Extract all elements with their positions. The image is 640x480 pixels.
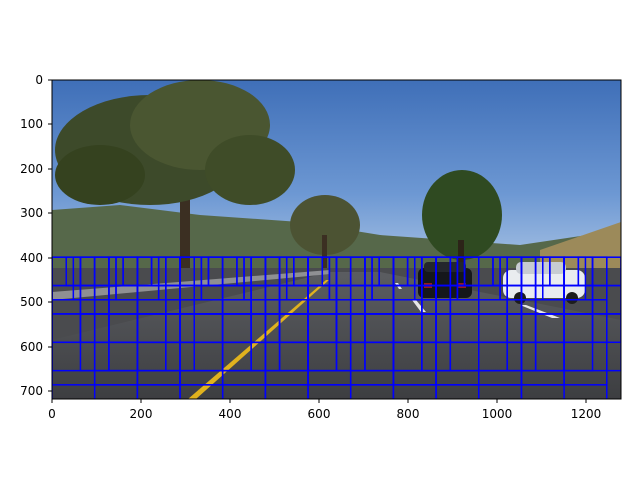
x-tick-label: 1200	[571, 407, 602, 421]
x-tick-label: 400	[219, 407, 242, 421]
x-tick-label: 800	[397, 407, 420, 421]
y-tick-label: 500	[20, 295, 43, 309]
y-tick-label: 100	[20, 117, 43, 131]
y-tick-label: 200	[20, 162, 43, 176]
window-box	[520, 341, 608, 399]
y-tick-label: 400	[20, 251, 43, 265]
sliding-windows	[52, 256, 621, 399]
y-axis: 0 100 200 300 400 500 600 700	[20, 73, 52, 398]
x-tick-label: 1000	[482, 407, 513, 421]
tree-left	[55, 80, 295, 270]
y-tick-label: 600	[20, 340, 43, 354]
x-tick-label: 200	[130, 407, 153, 421]
x-tick-label: 600	[308, 407, 331, 421]
axes-frame	[51, 79, 622, 400]
y-tick-label: 0	[35, 73, 43, 87]
x-axis: 0 200 400 600 800 1000 1200	[48, 399, 601, 421]
y-tick-label: 300	[20, 206, 43, 220]
x-tick-label: 0	[48, 407, 56, 421]
y-tick-label: 700	[20, 384, 43, 398]
tree-middle	[290, 195, 360, 270]
